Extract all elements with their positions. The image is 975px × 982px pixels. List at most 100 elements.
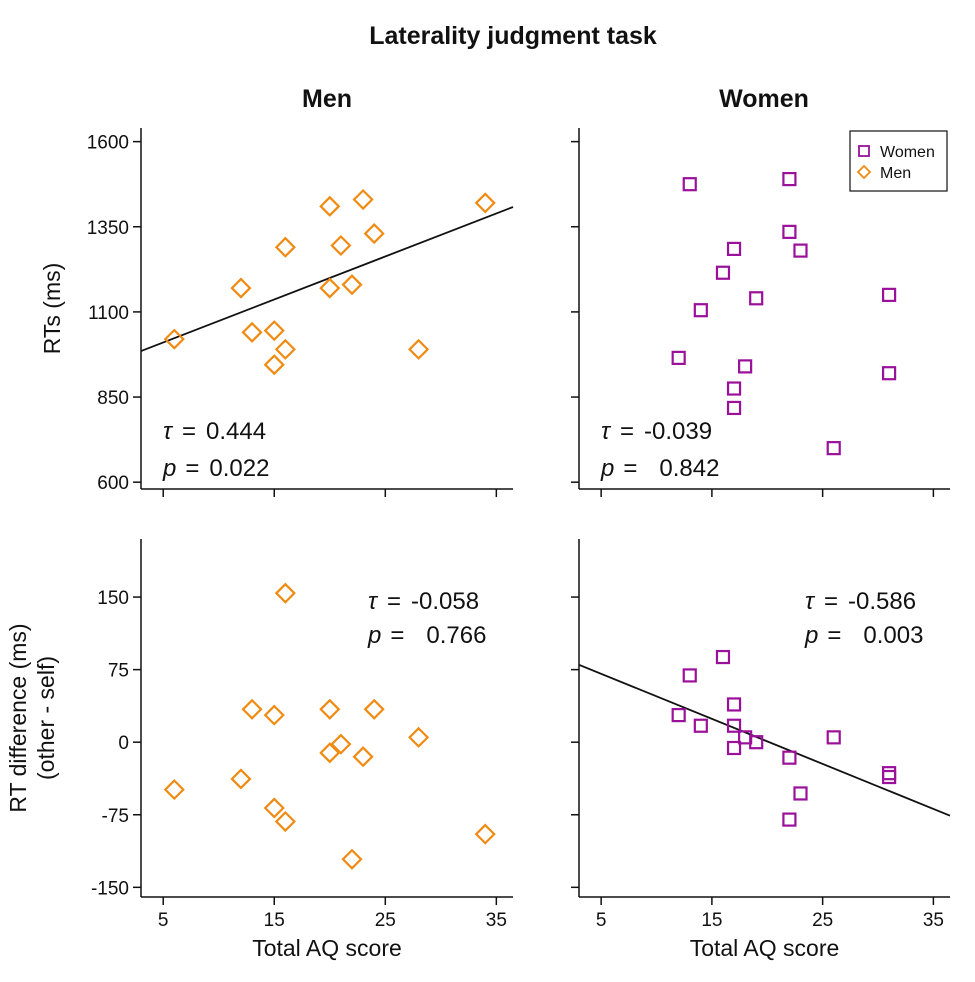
stats-annotation: τ = -0.058 p = 0.766 <box>367 588 486 649</box>
x-tick-label: 25 <box>375 910 396 931</box>
data-point <box>408 338 430 360</box>
data-point <box>163 779 185 801</box>
panel-women-row-1: 5 15 25 35 Total AQ score τ = -0.586 p = 0.003 <box>571 539 951 961</box>
data-point <box>715 649 731 665</box>
x-tick-label: 35 <box>923 910 944 931</box>
x-tick-label: 5 <box>596 910 607 931</box>
data-point <box>881 769 897 785</box>
y-tick-label: 600 <box>97 473 129 494</box>
p-stat: p = 0.842 <box>600 455 719 482</box>
x-axis-label: Total AQ score <box>252 935 402 961</box>
data-point <box>682 177 697 192</box>
p-stat: p = 0.003 <box>804 622 923 649</box>
data-point <box>826 730 841 745</box>
data-point <box>274 582 296 604</box>
y-tick-label: 1100 <box>88 303 129 324</box>
data-point <box>241 698 263 720</box>
data-point <box>263 797 285 819</box>
data-point <box>263 354 285 376</box>
data-point <box>715 265 731 280</box>
tau-stat: τ = -0.039 <box>601 418 712 445</box>
data-point <box>352 746 374 768</box>
column-title-men: Men <box>302 85 352 113</box>
data-point <box>693 718 708 733</box>
data-point <box>230 768 252 790</box>
data-point <box>682 668 697 683</box>
panels: RTs (ms) 1600 1350 1100 850 600 τ = 0.444 p = 0.022… <box>5 128 951 961</box>
y-tick-label: -75 <box>102 806 129 827</box>
data-point <box>671 707 686 723</box>
data-point <box>671 350 686 365</box>
data-point <box>749 735 764 750</box>
data-point <box>474 823 496 845</box>
y-axis-label: RTs (ms) <box>39 263 65 355</box>
data-point <box>319 277 341 299</box>
data-point <box>782 812 797 827</box>
x-axis-label: Total AQ score <box>690 935 840 961</box>
data-point <box>363 698 385 720</box>
data-point <box>241 321 263 343</box>
y-axis-label-row-1: RT difference (ms) (other - self) <box>5 623 59 812</box>
x-tick-label: 35 <box>486 910 507 931</box>
figure-title: Laterality judgment task <box>369 22 657 50</box>
legend-label-men: Men <box>880 165 911 182</box>
data-point <box>274 810 296 833</box>
stats-annotation: τ = 0.444 p = 0.022 <box>162 418 269 482</box>
data-point <box>693 303 708 318</box>
data-point <box>726 740 742 756</box>
legend-marker-women <box>858 145 870 157</box>
y-tick-label: 75 <box>108 661 129 682</box>
data-point <box>263 320 285 342</box>
data-point <box>782 224 797 239</box>
data-point <box>330 234 352 257</box>
panel-men-row-1: 150 75 0 -75 -150 5 15 25 35 Total AQ score τ = -0.0… <box>91 539 513 961</box>
legend-box <box>849 130 948 192</box>
p-stat: p = 0.766 <box>367 622 486 649</box>
panel-women-row-0: τ = -0.039 p = 0.842 <box>571 128 950 497</box>
x-tick-label: 15 <box>264 910 285 931</box>
data-point <box>881 366 897 381</box>
y-tick-label: 0 <box>118 733 129 754</box>
data-point <box>319 742 341 764</box>
data-point <box>341 274 363 296</box>
data-point <box>363 223 385 245</box>
data-point <box>274 236 296 258</box>
regression-line <box>578 663 951 817</box>
x-tick-label: 15 <box>701 910 722 931</box>
data-point <box>319 698 341 720</box>
y-axis-label-row-0: RTs (ms) <box>39 263 65 355</box>
data-point <box>726 718 742 733</box>
data-point <box>274 338 296 360</box>
data-point <box>163 328 185 350</box>
data-point <box>726 241 742 257</box>
x-tick-label: 5 <box>158 910 169 931</box>
y-tick-label: -150 <box>91 878 129 899</box>
y-tick-label: 150 <box>97 588 129 609</box>
data-point <box>319 195 341 217</box>
data-point <box>474 192 496 214</box>
data-point <box>726 697 742 712</box>
tau-stat: τ = -0.058 <box>368 588 479 615</box>
y-tick-label: 1600 <box>87 133 129 154</box>
data-point <box>330 733 352 755</box>
p-stat: p = 0.022 <box>162 455 269 482</box>
tau-stat: τ = -0.586 <box>805 588 916 615</box>
regression-line <box>140 206 514 352</box>
data-point <box>881 766 897 781</box>
y-axis-label-line1: RT difference (ms) <box>5 623 31 812</box>
data-point <box>782 171 797 187</box>
y-axis-label-line2: (other - self) <box>33 656 59 780</box>
stats-annotation: τ = -0.586 p = 0.003 <box>804 588 923 649</box>
tau-stat: τ = 0.444 <box>163 418 266 445</box>
data-point <box>408 726 430 748</box>
data-point <box>263 704 285 726</box>
data-point <box>782 750 797 765</box>
y-tick-label: 850 <box>97 388 129 409</box>
x-tick-label: 25 <box>812 910 833 931</box>
data-point <box>726 400 742 416</box>
legend-label-women: Women <box>880 144 935 161</box>
panel-men-row-0: 1600 1350 1100 850 600 τ = 0.444 p = 0.022 <box>87 128 514 497</box>
data-point <box>826 441 841 456</box>
data-point <box>793 243 808 258</box>
data-point <box>749 291 764 306</box>
